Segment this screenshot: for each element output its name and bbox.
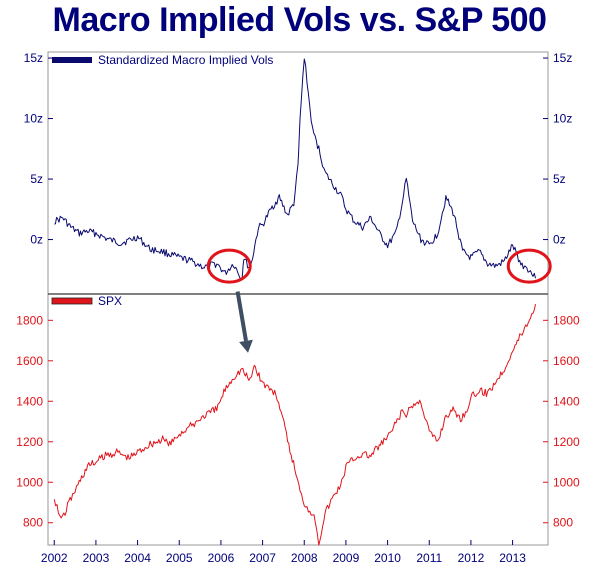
- highlight-circle: [206, 248, 252, 284]
- bottom-right-tick-label: 1200: [553, 435, 580, 449]
- chart-title: Macro Implied Vols vs. S&P 500: [52, 1, 547, 39]
- x-axis-ticks: 2002 2003 2004 2005 2006 2007 2008 2009 2010 2011…: [41, 540, 526, 565]
- bottom-right-tick-label: 800: [553, 516, 573, 530]
- bottom-left-tick-label: 800: [23, 516, 43, 530]
- legend-swatch-spx: [51, 297, 93, 305]
- bottom-right-tick-label: 1600: [553, 354, 580, 368]
- bottom-left-tick-label: 1800: [16, 313, 43, 327]
- x-tick-label: 2008: [291, 551, 318, 565]
- bottom-left-tick-label: 1200: [16, 435, 43, 449]
- top-y-ticks: 0z 0z 5z 5z 10z 10z 15z 15z: [24, 51, 573, 247]
- x-tick-label: 2006: [208, 551, 235, 565]
- legends: Standardized Macro Implied Vols SPX: [51, 53, 273, 308]
- x-tick-label: 2005: [166, 551, 193, 565]
- top-left-tick-label: 15z: [24, 51, 43, 65]
- arrow-shaft: [235, 291, 248, 342]
- arrow-head: [239, 339, 253, 353]
- top-left-tick-label: 5z: [30, 172, 43, 186]
- bottom-right-tick-label: 1800: [553, 313, 580, 327]
- legend-label-vols: Standardized Macro Implied Vols: [98, 53, 273, 67]
- outer-border: [47, 51, 549, 546]
- top-right-tick-label: 5z: [553, 172, 566, 186]
- x-tick-label: 2011: [416, 551, 442, 565]
- x-tick-label: 2010: [374, 551, 401, 565]
- x-tick-label: 2007: [249, 551, 276, 565]
- top-left-tick-label: 0z: [30, 233, 43, 247]
- legend-label-spx: SPX: [98, 294, 122, 308]
- bottom-right-tick-label: 1400: [553, 394, 580, 408]
- bottom-left-tick-label: 1600: [16, 354, 43, 368]
- top-right-tick-label: 10z: [553, 112, 572, 126]
- x-tick-label: 2003: [83, 551, 110, 565]
- bottom-left-tick-label: 1000: [16, 475, 43, 489]
- top-left-tick-label: 10z: [24, 112, 43, 126]
- bottom-right-tick-label: 1000: [553, 475, 580, 489]
- series-line-macro-vols: [54, 58, 536, 281]
- bottom-y-ticks: 800 800 1000 1000 1200 1200 1400 1400 1600 1600 18…: [16, 313, 580, 529]
- annotations: [206, 248, 552, 353]
- x-tick-label: 2002: [41, 551, 68, 565]
- x-tick-label: 2004: [124, 551, 151, 565]
- legend-swatch-vols: [52, 57, 92, 63]
- top-right-tick-label: 0z: [553, 233, 566, 247]
- highlight-circle: [506, 248, 552, 284]
- series-line-spx: [53, 303, 536, 546]
- x-tick-label: 2009: [333, 551, 360, 565]
- x-tick-label: 2013: [499, 551, 526, 565]
- x-tick-label: 2012: [458, 551, 485, 565]
- bottom-left-tick-label: 1400: [16, 394, 43, 408]
- series-lines: [53, 58, 536, 546]
- top-right-tick-label: 15z: [553, 51, 572, 65]
- plot-frame: [47, 51, 549, 546]
